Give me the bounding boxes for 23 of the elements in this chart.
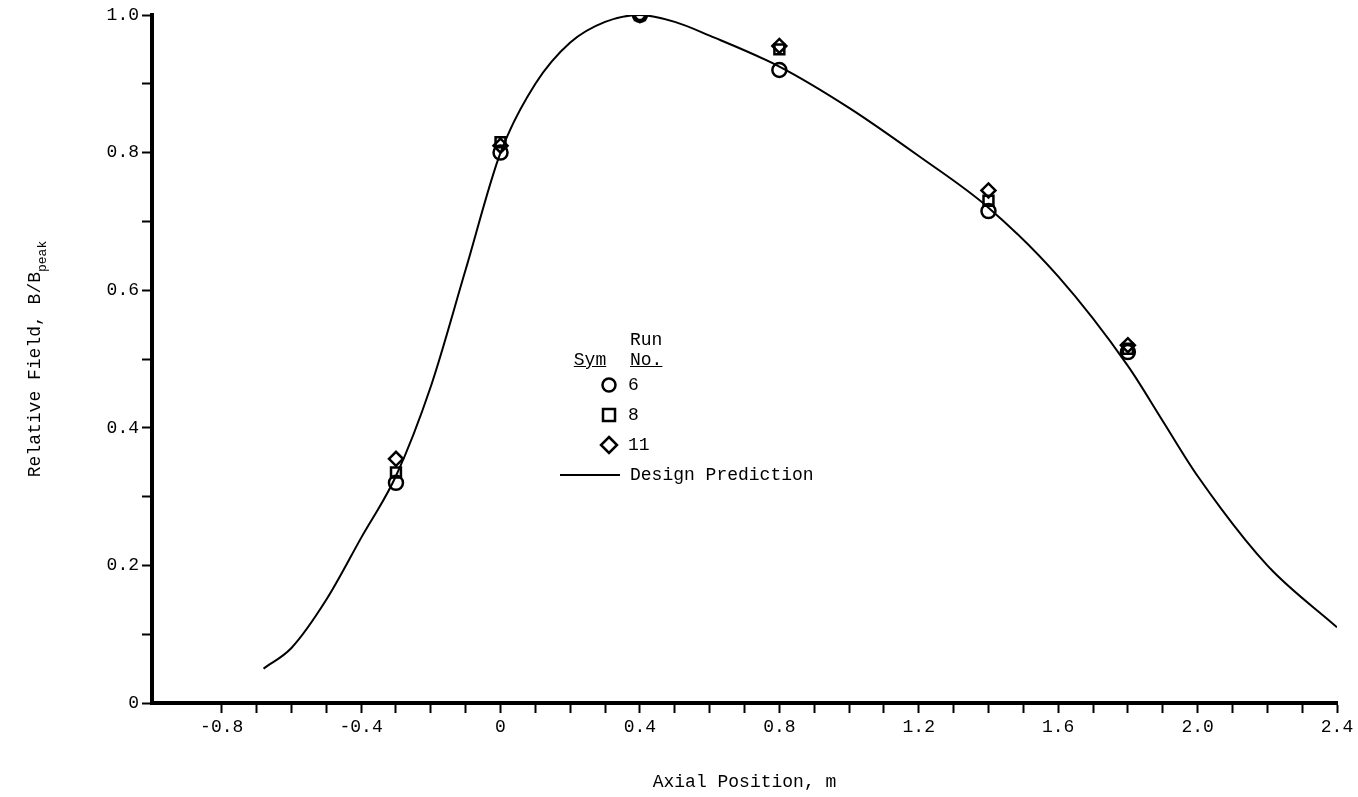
legend-label: Design Prediction bbox=[630, 465, 814, 485]
x-tick-label: 1.6 bbox=[1041, 716, 1075, 737]
x-tick-label: -0.8 bbox=[200, 716, 244, 737]
y-tick-label: 0.2 bbox=[106, 555, 139, 576]
x-tick-label: 0.8 bbox=[763, 716, 796, 737]
y-tick-label: 0.6 bbox=[106, 279, 139, 300]
y-tick-label: 1.0 bbox=[106, 4, 139, 25]
legend-label: 6 bbox=[628, 375, 639, 395]
x-axis-title: Axial Position, m bbox=[652, 771, 837, 792]
y-tick-label: 0.4 bbox=[106, 417, 139, 438]
legend-title: Run No. bbox=[630, 330, 663, 370]
x-tick-label: 0.4 bbox=[623, 716, 657, 737]
y-tick-label: 0 bbox=[128, 692, 139, 713]
x-tick-label: 0 bbox=[495, 716, 506, 737]
y-axis-title: Relative Field, B/Bpeak bbox=[25, 240, 50, 478]
y-tick-label: 0.8 bbox=[106, 142, 139, 163]
legend-label: 8 bbox=[628, 405, 639, 425]
x-tick-label: 2.4 bbox=[1320, 716, 1354, 737]
annotation: Sym bbox=[572, 350, 608, 370]
x-tick-label: 2.0 bbox=[1181, 716, 1214, 737]
x-tick-label: -0.4 bbox=[339, 716, 383, 737]
x-tick-label: 1.2 bbox=[902, 716, 935, 737]
legend-label: 11 bbox=[628, 435, 650, 455]
